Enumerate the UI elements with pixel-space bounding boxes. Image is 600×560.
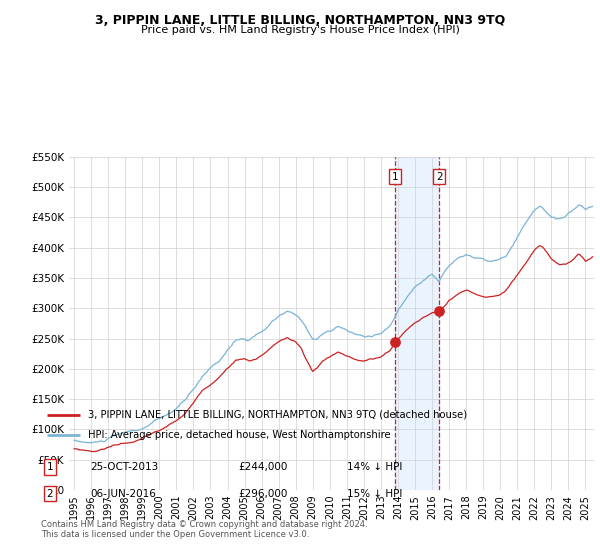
Point [434, 306, 444, 315]
Text: HPI: Average price, detached house, West Northamptonshire: HPI: Average price, detached house, West… [88, 430, 391, 440]
Text: 2: 2 [46, 489, 53, 499]
Text: 14% ↓ HPI: 14% ↓ HPI [347, 462, 403, 472]
Text: 1: 1 [391, 172, 398, 182]
Text: £296,000: £296,000 [238, 489, 287, 499]
Bar [395, 157, 439, 490]
Text: 15% ↓ HPI: 15% ↓ HPI [347, 489, 403, 499]
Point [390, 338, 400, 347]
Text: 3, PIPPIN LANE, LITTLE BILLING, NORTHAMPTON, NN3 9TQ (detached house): 3, PIPPIN LANE, LITTLE BILLING, NORTHAMP… [88, 410, 467, 420]
Text: 25-OCT-2013: 25-OCT-2013 [91, 462, 159, 472]
Text: 2: 2 [436, 172, 443, 182]
Text: 3, PIPPIN LANE, LITTLE BILLING, NORTHAMPTON, NN3 9TQ: 3, PIPPIN LANE, LITTLE BILLING, NORTHAMP… [95, 14, 505, 27]
Text: Contains HM Land Registry data © Crown copyright and database right 2024.
This d: Contains HM Land Registry data © Crown c… [41, 520, 368, 539]
Text: Price paid vs. HM Land Registry's House Price Index (HPI): Price paid vs. HM Land Registry's House … [140, 25, 460, 35]
Text: £244,000: £244,000 [238, 462, 287, 472]
Text: 06-JUN-2016: 06-JUN-2016 [91, 489, 157, 499]
Text: 1: 1 [46, 462, 53, 472]
